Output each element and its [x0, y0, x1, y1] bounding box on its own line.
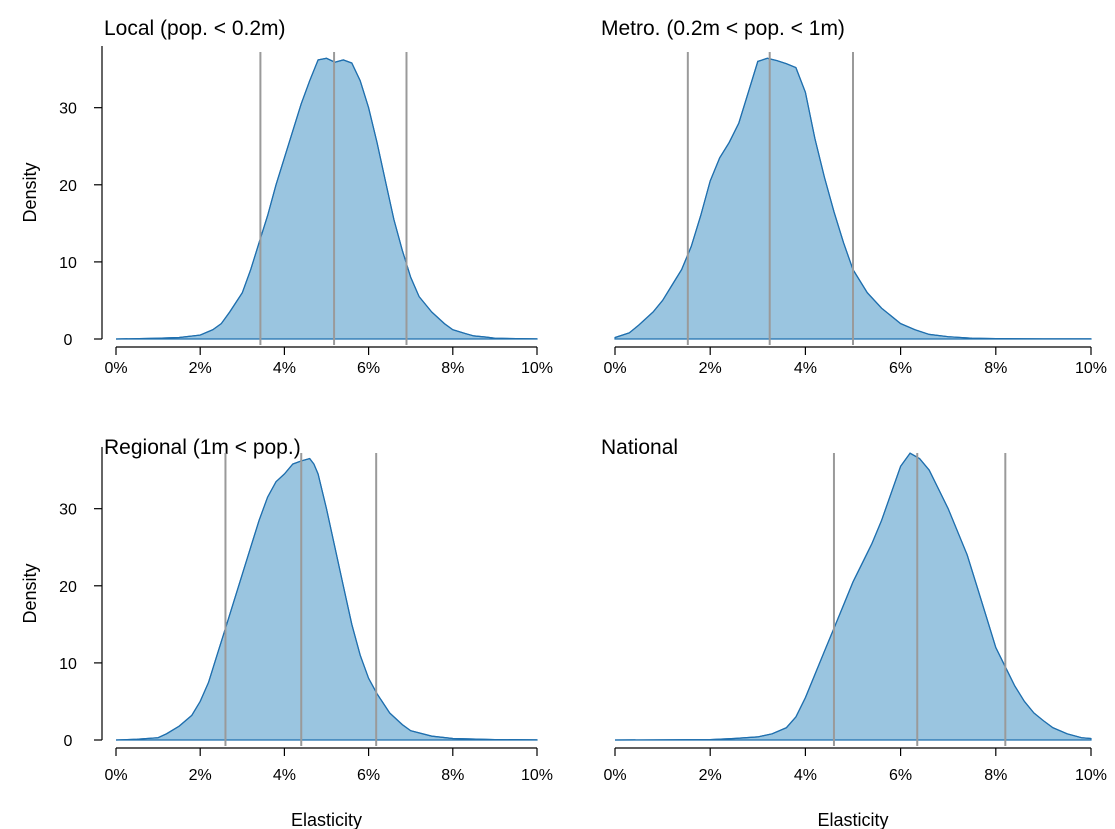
- y-tick-label: 0: [64, 332, 73, 349]
- x-tick-label: 2%: [699, 360, 722, 377]
- x-tick-label: 8%: [441, 360, 464, 377]
- x-tick-label: 10%: [521, 360, 553, 377]
- y-tick-label: 30: [59, 101, 77, 118]
- panel-title: Metro. (0.2m < pop. < 1m): [601, 17, 845, 40]
- density-panel-1: Local (pop. < 0.2m) 0% 2% 4% 6% 8% 10% 0 10 20 30 D…: [20, 17, 553, 377]
- y-axis-title: Density: [20, 162, 40, 222]
- x-tick-label: 10%: [1075, 767, 1107, 784]
- y-tick-label: 0: [64, 733, 73, 750]
- y-tick-label: 10: [59, 656, 77, 673]
- density-outline: [614, 452, 1092, 741]
- panel-title: Regional (1m < pop.): [104, 436, 301, 459]
- x-tick-label: 0%: [104, 767, 127, 784]
- density-area: [614, 452, 1092, 741]
- x-axis-title: Elasticity: [817, 810, 888, 829]
- density-area: [115, 457, 538, 741]
- density-outline: [614, 57, 1091, 340]
- x-tick-label: 10%: [521, 767, 553, 784]
- x-tick-label: 2%: [699, 767, 722, 784]
- x-tick-label: 6%: [889, 360, 912, 377]
- density-outline: [115, 57, 538, 340]
- y-tick-label: 10: [59, 255, 77, 272]
- x-tick-label: 2%: [189, 360, 212, 377]
- density-outline: [115, 457, 538, 741]
- x-axis-title: Elasticity: [291, 810, 362, 829]
- density-area: [115, 57, 538, 340]
- x-tick-label: 10%: [1075, 360, 1107, 377]
- panel-title: Local (pop. < 0.2m): [104, 17, 286, 40]
- x-tick-label: 4%: [273, 767, 296, 784]
- x-tick-label: 0%: [603, 360, 626, 377]
- y-tick-label: 30: [59, 502, 77, 519]
- y-tick-label: 20: [59, 579, 77, 596]
- x-tick-label: 4%: [794, 767, 817, 784]
- x-tick-label: 8%: [984, 360, 1007, 377]
- y-axis-title: Density: [20, 563, 40, 623]
- density-panel-4: National 0% 2% 4% 6% 8% 10% Elasticity: [601, 436, 1107, 829]
- y-tick-label: 20: [59, 178, 77, 195]
- panel-title: National: [601, 436, 678, 459]
- x-tick-label: 8%: [441, 767, 464, 784]
- x-tick-label: 6%: [357, 767, 380, 784]
- x-tick-label: 0%: [104, 360, 127, 377]
- x-tick-label: 0%: [603, 767, 626, 784]
- x-tick-label: 4%: [273, 360, 296, 377]
- x-tick-label: 2%: [189, 767, 212, 784]
- x-tick-label: 4%: [794, 360, 817, 377]
- density-panel-2: Metro. (0.2m < pop. < 1m) 0% 2% 4% 6% 8% 10%: [601, 17, 1107, 377]
- x-tick-label: 8%: [984, 767, 1007, 784]
- density-panel-3: Regional (1m < pop.) 0% 2% 4% 6% 8% 10% 0 10 20 30…: [20, 436, 553, 829]
- x-tick-label: 6%: [357, 360, 380, 377]
- x-tick-label: 6%: [889, 767, 912, 784]
